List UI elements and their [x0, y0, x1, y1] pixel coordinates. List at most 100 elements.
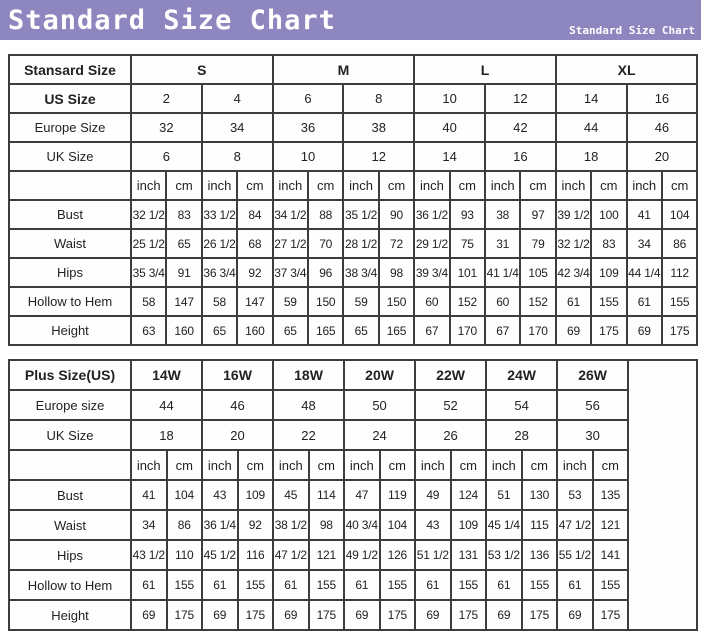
- measure-value: 165: [306, 315, 345, 346]
- measure-value: 59: [271, 286, 309, 317]
- measure-value: 41 1/4: [483, 257, 522, 288]
- measure-value: 36 1/2: [413, 199, 451, 230]
- row-label: Europe size: [8, 389, 132, 421]
- unit-header: cm: [448, 170, 486, 201]
- row-label: US Size: [8, 83, 132, 114]
- measure-value: 60: [483, 286, 522, 317]
- unit-header: inch: [343, 449, 381, 481]
- measure-value: 61: [130, 569, 168, 601]
- measure-value: 43: [201, 479, 239, 511]
- measure-value: 33 1/2: [200, 199, 239, 230]
- measure-value: 109: [449, 509, 488, 541]
- measure-value: 175: [165, 599, 204, 631]
- size-value: 12: [483, 83, 557, 114]
- measure-label: Hips: [8, 257, 132, 288]
- size-value: 28: [485, 419, 559, 451]
- measure-value: 45 1/2: [201, 539, 239, 571]
- measure-value: 175: [236, 599, 275, 631]
- measure-value: 175: [660, 315, 699, 346]
- measure-value: 45 1/4: [485, 509, 523, 541]
- measure-value: 115: [520, 509, 559, 541]
- measure-value: 51: [485, 479, 523, 511]
- measure-value: 63: [129, 315, 168, 346]
- blank-label-cell: [8, 449, 132, 481]
- row-label: Europe Size: [8, 112, 132, 143]
- size-value: 8: [200, 141, 274, 172]
- unit-header: cm: [236, 170, 274, 201]
- measure-value: 39 1/2: [554, 199, 593, 230]
- measure-value: 88: [306, 199, 345, 230]
- size-value: 16: [625, 83, 699, 114]
- size-value: 54: [485, 389, 559, 421]
- measure-value: 75: [448, 228, 486, 259]
- measure-value: 49: [414, 479, 452, 511]
- size-value: 34: [200, 112, 274, 143]
- measure-value: 136: [520, 539, 559, 571]
- measure-value: 61: [201, 569, 239, 601]
- size-value: 46: [201, 389, 275, 421]
- size-value: 4: [200, 83, 274, 114]
- measure-value: 175: [449, 599, 488, 631]
- measure-value: 41: [625, 199, 663, 230]
- measure-value: 170: [519, 315, 557, 346]
- measure-value: 109: [236, 479, 275, 511]
- unit-header: cm: [449, 449, 488, 481]
- size-value: 20: [201, 419, 275, 451]
- size-value: 44: [554, 112, 628, 143]
- measure-value: 69: [485, 599, 523, 631]
- measure-value: 45: [272, 479, 310, 511]
- measure-value: 61: [485, 569, 523, 601]
- measure-value: 39 3/4: [413, 257, 451, 288]
- size-value: 36: [271, 112, 345, 143]
- measure-value: 58: [200, 286, 239, 317]
- measure-value: 104: [165, 479, 204, 511]
- measure-value: 92: [236, 257, 274, 288]
- measure-value: 38 1/2: [272, 509, 310, 541]
- measure-value: 31: [483, 228, 522, 259]
- measure-label: Bust: [8, 479, 132, 511]
- measure-value: 130: [520, 479, 559, 511]
- measure-value: 175: [591, 599, 630, 631]
- measure-value: 110: [165, 539, 204, 571]
- measure-value: 69: [554, 315, 593, 346]
- empty-cell: [627, 359, 699, 631]
- size-value: 10: [413, 83, 486, 114]
- unit-header: inch: [413, 170, 451, 201]
- size-value: 2: [130, 83, 203, 114]
- measure-value: 58: [129, 286, 168, 317]
- measure-value: 155: [236, 569, 275, 601]
- size-value: 24: [343, 419, 417, 451]
- size-group-header: 24W: [485, 359, 559, 391]
- measure-value: 155: [590, 286, 628, 317]
- page-title: Standard Size Chart: [8, 4, 336, 36]
- measure-value: 91: [165, 257, 203, 288]
- measure-value: 150: [377, 286, 416, 317]
- size-value: 20: [625, 141, 699, 172]
- measure-value: 112: [660, 257, 699, 288]
- size-group-header: XL: [554, 54, 699, 85]
- unit-header: cm: [660, 170, 699, 201]
- measure-value: 65: [165, 228, 203, 259]
- unit-header: inch: [272, 449, 310, 481]
- measure-label: Hollow to Hem: [8, 286, 132, 317]
- size-group-header: 22W: [414, 359, 488, 391]
- measure-value: 36 3/4: [200, 257, 239, 288]
- measure-value: 155: [378, 569, 417, 601]
- measure-value: 36 1/4: [201, 509, 239, 541]
- measure-value: 131: [449, 539, 488, 571]
- size-value: 30: [556, 419, 630, 451]
- measure-value: 68: [236, 228, 274, 259]
- measure-value: 175: [378, 599, 417, 631]
- unit-header: inch: [556, 449, 594, 481]
- unit-header: inch: [201, 449, 239, 481]
- size-value: 46: [625, 112, 699, 143]
- standard-size-table: Stansard Size S M L XL US Size 2 4 6 8 10 12 14 16 Eur…: [8, 54, 699, 346]
- size-group-header: 16W: [201, 359, 275, 391]
- measure-value: 37 3/4: [271, 257, 309, 288]
- unit-header: cm: [590, 170, 628, 201]
- measure-value: 155: [165, 569, 204, 601]
- measure-value: 65: [342, 315, 380, 346]
- unit-header: cm: [378, 449, 417, 481]
- measure-value: 93: [448, 199, 486, 230]
- measure-value: 27 1/2: [271, 228, 309, 259]
